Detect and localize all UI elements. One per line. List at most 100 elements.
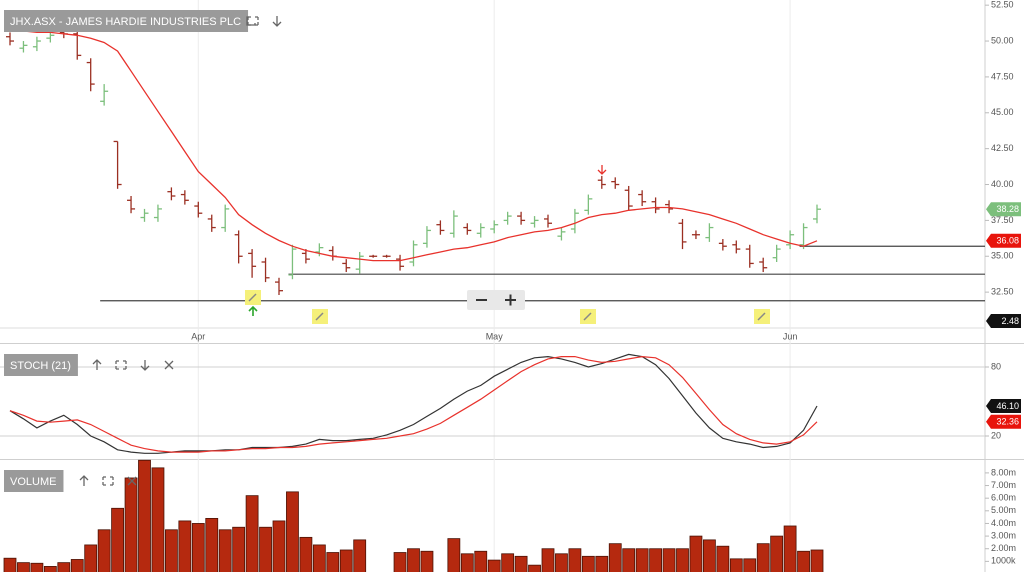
volume-bar	[312, 544, 326, 572]
zoom-background	[467, 290, 525, 310]
indicator-label: 32.36	[996, 417, 1019, 427]
volume-bar	[407, 548, 420, 572]
y-tick-label: 32.50	[991, 287, 1014, 297]
indicator-line	[9, 353, 818, 454]
panel-title: VOLUME	[10, 476, 56, 488]
volume-bar	[797, 550, 810, 572]
volume-bar	[3, 557, 17, 572]
y-tick-label: 52.50	[991, 0, 1014, 10]
zoom-control[interactable]	[467, 290, 525, 310]
volume-bar	[218, 529, 232, 572]
volume-bar	[676, 548, 689, 572]
volume-bar	[299, 536, 313, 572]
zoom-in[interactable]	[505, 294, 516, 306]
volume-bar	[608, 543, 622, 572]
y-tick-label: 35.00	[991, 251, 1014, 261]
close-icon[interactable]	[164, 360, 174, 370]
volume-bar	[232, 526, 246, 572]
panel-icons[interactable]	[79, 16, 282, 486]
panel-title-box	[4, 470, 64, 492]
volume-bar	[555, 553, 568, 572]
move-down-icon[interactable]	[272, 16, 282, 27]
volume-bar	[259, 526, 272, 572]
volume-bar	[151, 467, 165, 572]
volume-bar	[84, 544, 98, 572]
volume-bar	[286, 491, 299, 572]
volume-bar	[541, 548, 555, 572]
volume-bar	[205, 517, 219, 572]
volume-bar	[124, 477, 138, 572]
volume-bar	[460, 553, 474, 572]
volume-bar	[487, 559, 501, 572]
volume-bar	[138, 459, 151, 572]
expand-icon[interactable]	[102, 476, 114, 486]
indicator-label: 46.10	[996, 401, 1019, 411]
volume-bar	[111, 507, 124, 572]
volume-bar	[30, 562, 44, 572]
volume-bar	[272, 520, 286, 572]
move-up-icon[interactable]	[92, 359, 102, 370]
expand-icon[interactable]	[115, 360, 127, 370]
volume-bar	[756, 543, 770, 572]
volume-bar	[178, 520, 192, 572]
volume-bar	[622, 548, 636, 572]
volume-bar	[420, 550, 434, 572]
y-tick-label: 7.00m	[991, 480, 1016, 490]
y-tick-label: 6.00m	[991, 493, 1016, 503]
sell-arrow	[597, 165, 607, 175]
volume-bar	[501, 553, 515, 572]
y-tick-label: 3.00m	[991, 530, 1016, 540]
volume-bar	[662, 548, 676, 572]
volume-bar	[57, 562, 71, 572]
moving-average-label-box	[986, 233, 1021, 248]
volume-bar	[595, 555, 609, 572]
annotations	[245, 165, 770, 324]
expand-icon[interactable]	[247, 16, 259, 26]
volume-bar	[164, 529, 178, 572]
volume-bar	[528, 564, 541, 572]
y-tick-label: 50.00	[991, 35, 1014, 45]
x-tick-label: Apr	[191, 331, 205, 341]
indicator-label-box	[986, 398, 1021, 413]
volume-bar	[716, 545, 730, 572]
volume-bar	[770, 535, 784, 572]
y-tick-label: 47.50	[991, 71, 1014, 81]
x-tick-label: Jun	[783, 331, 798, 341]
volume-bar	[393, 552, 407, 572]
close-icon[interactable]	[127, 476, 137, 486]
y-tick-label: 80	[991, 361, 1001, 371]
y-tick-label: 5.00m	[991, 505, 1016, 515]
volume-bar	[43, 566, 57, 572]
y-tick-label: 4.00m	[991, 518, 1016, 528]
y-tick-label: 1000k	[991, 556, 1016, 566]
scale-label: 2.48	[1001, 316, 1019, 326]
y-tick-label: 40.00	[991, 179, 1014, 189]
move-down-icon[interactable]	[140, 360, 150, 371]
last-price-label-box	[986, 202, 1021, 217]
volume-bar	[581, 555, 595, 572]
volume-bar	[191, 523, 205, 572]
volume-bar	[70, 559, 84, 572]
volume-bar	[353, 539, 367, 572]
panel-title-box	[4, 354, 78, 376]
volume-bar	[568, 548, 582, 572]
volume-bar	[689, 535, 703, 572]
volume-bar	[326, 552, 340, 572]
volume-bar	[743, 558, 757, 572]
volume-bar	[17, 562, 30, 572]
y-tick-label: 37.50	[991, 215, 1014, 225]
volume-bar	[474, 550, 488, 572]
y-tick-label: 42.50	[991, 143, 1014, 153]
volume-bar	[783, 525, 797, 572]
pencil-mark	[248, 293, 766, 321]
move-up-icon[interactable]	[79, 475, 89, 486]
scale-label-box	[986, 314, 1021, 328]
indicator-line	[9, 355, 818, 453]
volume-bar	[339, 549, 353, 572]
panel-title: STOCH (21)	[10, 360, 71, 372]
volume-bar	[514, 555, 528, 572]
volume-bar	[703, 539, 716, 572]
